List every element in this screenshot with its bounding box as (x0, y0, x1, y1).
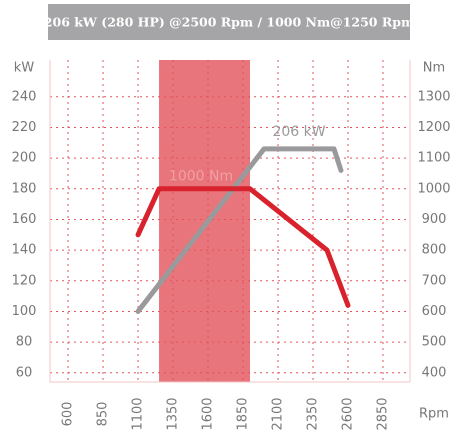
x-tick-label: 1100 (131, 397, 146, 430)
x-tick-label: 600 (61, 402, 76, 427)
y2-tick-label: 600 (422, 304, 447, 319)
x-tick-label: 2350 (306, 397, 321, 430)
y2-tick-label: 400 (422, 365, 447, 380)
line-series (135, 186, 351, 308)
y2-tick-label: 700 (422, 273, 447, 288)
x-tick-label: 1350 (166, 397, 181, 430)
y-tick-label: 60 (16, 365, 33, 380)
x-tick-label: 2600 (340, 397, 355, 430)
y-tick-label: 160 (12, 212, 37, 227)
y2-tick-label: 1200 (417, 120, 450, 135)
y2-tick-label: 500 (422, 335, 447, 350)
y2-tick-label: 1300 (417, 89, 450, 104)
x-tick-label: 1600 (201, 397, 216, 430)
y-tick-label: 100 (12, 304, 37, 319)
x-axis-label: Rpm (419, 407, 449, 422)
x-tick-label: 1850 (236, 397, 251, 430)
y-tick-label: 120 (12, 273, 37, 288)
y-tick-label: 140 (12, 243, 37, 258)
y-tick-label: 180 (12, 181, 37, 196)
y-tick-label: 220 (12, 120, 37, 135)
annotation: 1000 Nm (169, 169, 233, 185)
highlight-band (159, 60, 251, 382)
y2-tick-label: 800 (422, 243, 447, 258)
x-tick-label: 2850 (375, 397, 390, 430)
y2-axis-label: Nm (423, 61, 445, 76)
chart-title: 206 kW (280 HP) @2500 Rpm / 1000 Nm@1250… (44, 15, 414, 30)
y2-tick-label: 1100 (417, 151, 450, 166)
annotation: 206 kW (272, 124, 325, 140)
line-series (135, 146, 344, 314)
title-banner (48, 4, 410, 40)
x-tick-label: 850 (96, 402, 111, 427)
y-tick-label: 80 (16, 335, 33, 350)
y2-tick-label: 900 (422, 212, 447, 227)
y-axis-label: kW (14, 61, 35, 76)
y-tick-label: 200 (12, 151, 37, 166)
plot-border (49, 60, 411, 383)
y-tick-label: 240 (12, 89, 37, 104)
y2-tick-label: 1000 (417, 181, 450, 196)
x-tick-label: 2100 (271, 397, 286, 430)
